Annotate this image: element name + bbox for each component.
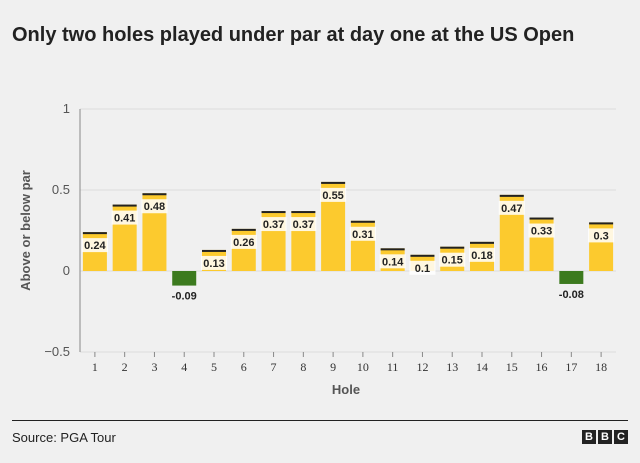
data-label: 0.47 bbox=[501, 203, 522, 215]
x-tick-label: 10 bbox=[357, 360, 369, 374]
data-label: -0.08 bbox=[559, 289, 584, 301]
x-tick-label: 18 bbox=[595, 360, 607, 374]
y-tick-label: 1 bbox=[63, 101, 70, 116]
logo-letter: B bbox=[582, 430, 596, 444]
footer-divider bbox=[12, 420, 628, 421]
data-label-bg bbox=[439, 252, 466, 267]
data-label-bg bbox=[81, 238, 108, 253]
x-tick-label: 17 bbox=[565, 360, 577, 374]
data-label: 0.41 bbox=[114, 213, 135, 225]
data-label: 0.14 bbox=[382, 256, 404, 268]
data-label: 0.31 bbox=[352, 229, 373, 241]
bbc-logo: B B C bbox=[582, 430, 628, 444]
logo-letter: C bbox=[614, 430, 628, 444]
x-tick-label: 1 bbox=[92, 360, 98, 374]
data-label: 0.13 bbox=[203, 258, 224, 270]
x-tick-label: 12 bbox=[416, 360, 428, 374]
x-tick-label: 13 bbox=[446, 360, 458, 374]
x-tick-label: 14 bbox=[476, 360, 488, 374]
y-tick-label: 0 bbox=[63, 263, 70, 278]
chart-title: Only two holes played under par at day o… bbox=[12, 24, 575, 46]
data-label: 0.26 bbox=[233, 237, 254, 249]
data-label: 0.24 bbox=[84, 240, 106, 252]
x-tick-label: 2 bbox=[122, 360, 128, 374]
y-axis-title: Above or below par bbox=[18, 170, 33, 291]
data-label-bg bbox=[469, 247, 495, 262]
data-label-bg bbox=[290, 217, 317, 232]
bar-top-line bbox=[202, 249, 226, 252]
bar-top-line bbox=[112, 204, 137, 207]
data-label-bg bbox=[141, 199, 168, 214]
bar-top-line bbox=[589, 222, 614, 225]
y-tick-label: −0.5 bbox=[44, 344, 70, 359]
bar-top-line bbox=[231, 228, 256, 231]
x-tick-label: 7 bbox=[271, 360, 277, 374]
bar-top-line bbox=[261, 211, 286, 214]
bar-top-line bbox=[82, 232, 107, 235]
data-label: 0.1 bbox=[415, 263, 430, 275]
x-tick-label: 6 bbox=[241, 360, 247, 374]
x-tick-label: 5 bbox=[211, 360, 217, 374]
data-label-bg bbox=[498, 200, 525, 215]
x-tick-label: 3 bbox=[151, 360, 157, 374]
bar-top-line bbox=[470, 241, 494, 244]
bar-top-line bbox=[142, 193, 167, 196]
bar-top-line bbox=[350, 220, 375, 223]
x-tick-label: 16 bbox=[536, 360, 548, 374]
x-tick-label: 4 bbox=[181, 360, 187, 374]
data-label-bg bbox=[528, 223, 555, 238]
data-label-bg bbox=[349, 226, 376, 241]
bar bbox=[172, 271, 197, 286]
data-label: 0.15 bbox=[442, 255, 463, 267]
data-label-bg bbox=[230, 234, 257, 249]
bar-top-line bbox=[291, 211, 316, 214]
data-label: 0.48 bbox=[144, 201, 165, 213]
x-tick-label: 15 bbox=[506, 360, 518, 374]
data-label: 0.3 bbox=[593, 230, 608, 242]
data-label-bg bbox=[260, 217, 287, 232]
source-note: Source: PGA Tour bbox=[12, 430, 116, 445]
data-label: -0.09 bbox=[172, 291, 197, 303]
bar-top-line bbox=[529, 217, 554, 220]
x-tick-label: 11 bbox=[387, 360, 399, 374]
bar-top-line bbox=[410, 254, 435, 257]
logo-letter: B bbox=[598, 430, 612, 444]
bar-chart: 1 0.5 0 −0.5 Above or below par 0.24 1 0.41 2 0.4… bbox=[18, 101, 616, 397]
bar bbox=[559, 271, 584, 284]
data-label-bg bbox=[588, 228, 615, 243]
data-label: 0.55 bbox=[322, 190, 343, 202]
data-label-bg bbox=[201, 255, 227, 270]
data-label-bg bbox=[320, 187, 347, 202]
data-label: 0.18 bbox=[471, 250, 492, 262]
bar-top-line bbox=[380, 248, 405, 251]
data-label-bg bbox=[409, 260, 436, 275]
bar-top-line bbox=[440, 246, 465, 249]
y-tick-label: 0.5 bbox=[52, 182, 70, 197]
bar-top-line bbox=[321, 181, 346, 184]
data-label-bg bbox=[111, 210, 138, 225]
x-tick-label: 9 bbox=[330, 360, 336, 374]
data-label: 0.33 bbox=[531, 226, 552, 238]
x-tick-label: 8 bbox=[300, 360, 306, 374]
x-axis-title: Hole bbox=[332, 382, 360, 397]
data-label: 0.37 bbox=[293, 219, 314, 231]
data-label-bg bbox=[379, 254, 406, 269]
bar-top-line bbox=[499, 194, 524, 197]
data-label: 0.37 bbox=[263, 219, 284, 231]
